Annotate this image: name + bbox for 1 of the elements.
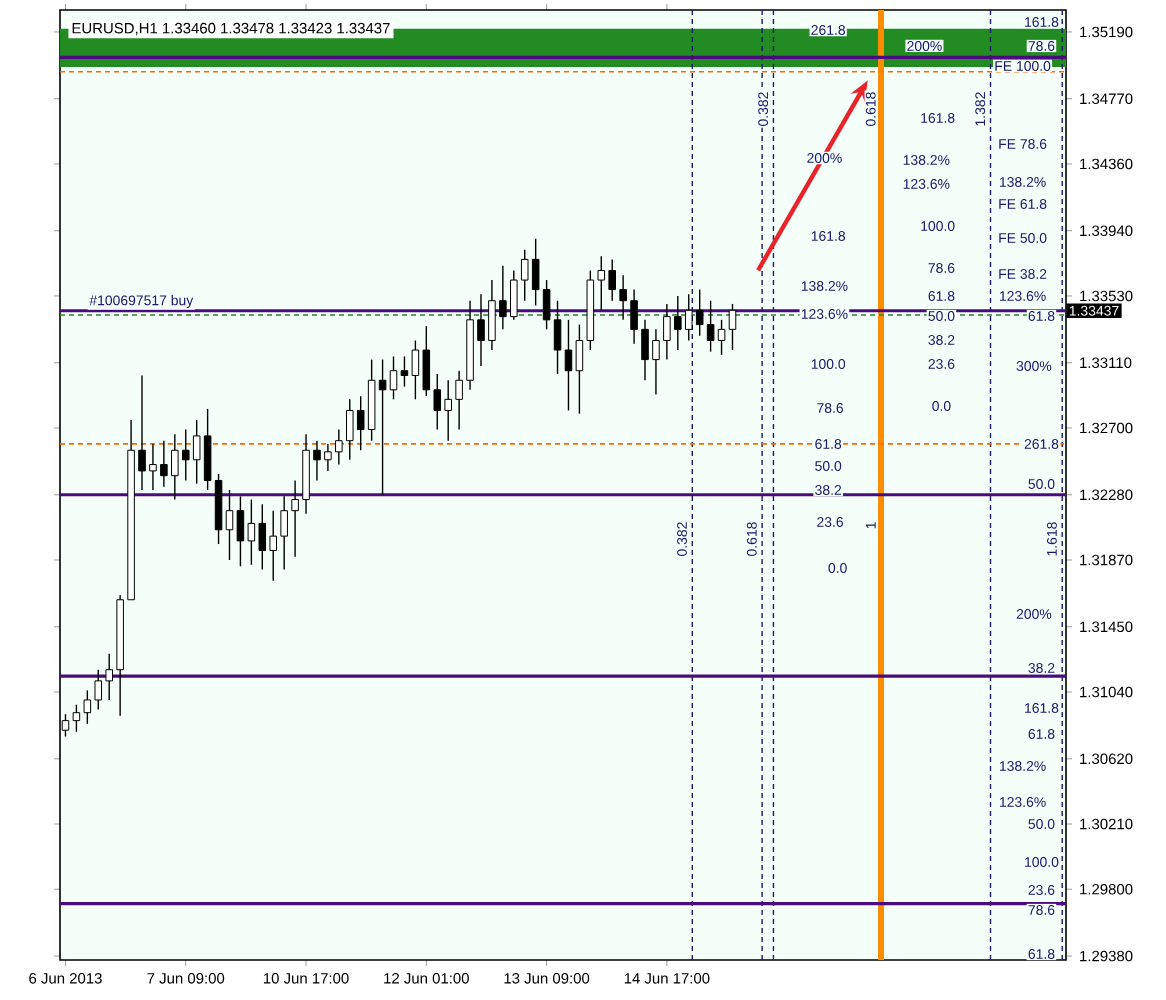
candlestick (728, 303, 737, 351)
